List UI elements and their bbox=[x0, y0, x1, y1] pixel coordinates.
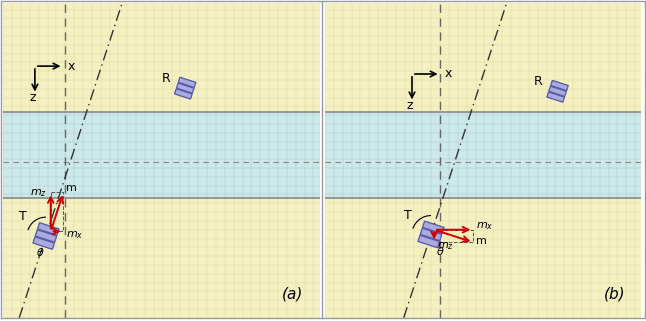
Text: m: m bbox=[66, 183, 77, 193]
Text: x: x bbox=[67, 60, 74, 73]
Bar bbox=[3, 112, 320, 198]
Text: $\theta$: $\theta$ bbox=[435, 245, 444, 257]
Text: (b): (b) bbox=[603, 287, 625, 302]
Bar bbox=[325, 112, 641, 198]
Text: R: R bbox=[534, 75, 543, 88]
Bar bbox=[550, 80, 568, 91]
Bar bbox=[418, 235, 439, 248]
Bar bbox=[325, 198, 641, 318]
Text: $\theta$: $\theta$ bbox=[36, 247, 45, 258]
Text: m: m bbox=[477, 236, 487, 246]
Text: z: z bbox=[29, 91, 36, 104]
Text: T: T bbox=[404, 209, 412, 222]
Text: x: x bbox=[444, 67, 452, 81]
Text: R: R bbox=[162, 72, 171, 85]
Bar bbox=[422, 221, 444, 234]
Text: T: T bbox=[19, 210, 26, 223]
Bar bbox=[37, 223, 59, 235]
Bar bbox=[33, 237, 54, 249]
Text: $m_x$: $m_x$ bbox=[66, 229, 83, 241]
Bar bbox=[3, 198, 320, 318]
Bar bbox=[549, 86, 567, 96]
Bar bbox=[36, 230, 57, 242]
Text: (a): (a) bbox=[282, 287, 303, 302]
Bar bbox=[174, 89, 192, 99]
Text: z: z bbox=[406, 99, 413, 112]
Bar bbox=[3, 3, 320, 112]
Bar bbox=[178, 77, 196, 88]
Bar bbox=[547, 92, 565, 102]
Text: $m_z$: $m_z$ bbox=[30, 187, 47, 199]
Bar bbox=[176, 83, 194, 93]
Text: $m_z$: $m_z$ bbox=[437, 241, 453, 252]
Bar bbox=[325, 3, 641, 112]
Bar bbox=[421, 228, 442, 241]
Text: $m_x$: $m_x$ bbox=[477, 220, 494, 232]
